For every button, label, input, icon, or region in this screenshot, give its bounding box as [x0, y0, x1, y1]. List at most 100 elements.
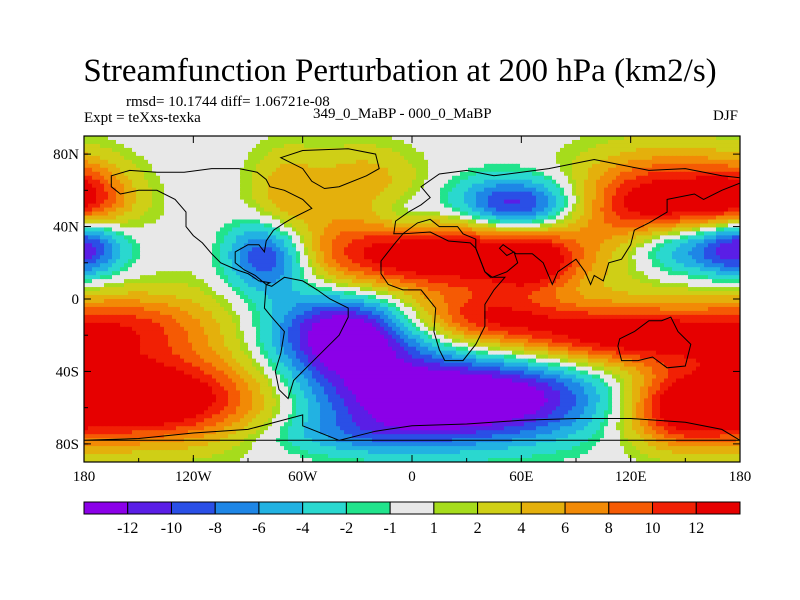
field-cell — [456, 175, 461, 181]
field-cell — [180, 183, 185, 189]
field-cell — [432, 187, 437, 193]
field-cell — [548, 243, 553, 248]
field-cell — [352, 215, 357, 221]
field-cell — [648, 171, 653, 177]
field-cell — [348, 235, 353, 240]
field-cell — [588, 191, 593, 197]
field-cell — [248, 163, 253, 169]
field-cell — [164, 183, 169, 189]
field-cell — [436, 231, 441, 236]
field-cell — [124, 235, 129, 240]
field-cell — [316, 155, 321, 161]
field-cell — [528, 187, 533, 193]
field-cell — [452, 247, 457, 252]
field-cell — [576, 159, 581, 165]
field-cell — [264, 187, 269, 193]
field-cell — [88, 175, 93, 181]
field-cell — [268, 255, 273, 260]
field-cell — [716, 235, 721, 240]
field-cell — [264, 219, 269, 225]
field-cell — [560, 235, 565, 240]
field-cell — [232, 211, 237, 217]
field-cell — [288, 167, 293, 173]
field-cell — [480, 183, 485, 189]
field-cell — [144, 139, 149, 145]
field-cell — [476, 147, 481, 153]
field-cell — [720, 199, 725, 205]
field-cell — [120, 167, 125, 173]
field-cell — [112, 175, 117, 181]
field-cell — [372, 235, 377, 240]
field-cell — [544, 219, 549, 225]
field-cell — [552, 195, 557, 201]
field-cell — [156, 159, 161, 165]
field-cell — [412, 239, 417, 244]
field-cell — [556, 247, 561, 252]
field-cell — [680, 147, 685, 153]
field-cell — [144, 211, 149, 217]
contour-field — [84, 136, 740, 462]
field-cell — [460, 199, 465, 205]
field-cell — [140, 179, 145, 185]
field-cell — [656, 179, 661, 185]
field-cell — [408, 151, 413, 157]
field-cell — [400, 179, 405, 185]
field-cell — [204, 243, 209, 248]
field-cell — [676, 215, 681, 221]
field-cell — [516, 136, 521, 141]
field-cell — [516, 235, 521, 240]
field-cell — [400, 155, 405, 161]
field-cell — [508, 183, 513, 189]
field-cell — [304, 167, 309, 173]
field-cell — [348, 183, 353, 189]
field-cell — [548, 136, 553, 141]
field-cell — [696, 239, 701, 244]
field-cell — [516, 191, 521, 197]
field-cell — [176, 239, 181, 244]
field-cell — [488, 247, 493, 252]
field-cell — [576, 235, 581, 240]
field-cell — [172, 139, 177, 145]
field-cell — [372, 207, 377, 213]
field-cell — [600, 195, 605, 201]
field-cell — [584, 187, 589, 193]
field-cell — [592, 243, 597, 248]
field-cell — [472, 195, 477, 201]
field-cell — [248, 147, 253, 153]
field-cell — [92, 143, 97, 149]
field-cell — [260, 219, 265, 225]
field-cell — [508, 143, 513, 149]
field-cell — [244, 251, 249, 256]
field-cell — [568, 151, 573, 157]
field-cell — [504, 247, 509, 252]
field-cell — [652, 215, 657, 221]
field-cell — [412, 163, 417, 169]
field-cell — [208, 239, 213, 244]
field-cell — [452, 179, 457, 185]
field-cell — [496, 183, 501, 189]
field-cell — [468, 235, 473, 240]
field-cell — [468, 239, 473, 244]
field-cell — [656, 191, 661, 197]
field-cell — [220, 207, 225, 213]
field-cell — [596, 223, 601, 229]
field-cell — [200, 187, 205, 193]
field-cell — [104, 191, 109, 197]
field-cell — [484, 195, 489, 201]
field-cell — [400, 171, 405, 177]
field-cell — [164, 235, 169, 240]
field-cell — [492, 247, 497, 252]
field-cell — [652, 199, 657, 205]
field-cell — [412, 231, 417, 236]
field-cell — [668, 203, 673, 209]
field-cell — [184, 251, 189, 256]
field-cell — [296, 183, 301, 189]
field-cell — [280, 179, 285, 185]
field-cell — [108, 159, 113, 165]
field-cell — [656, 155, 661, 161]
field-cell — [248, 207, 253, 213]
field-cell — [304, 239, 309, 244]
field-cell — [732, 167, 737, 173]
field-cell — [564, 199, 569, 205]
field-cell — [184, 207, 189, 213]
